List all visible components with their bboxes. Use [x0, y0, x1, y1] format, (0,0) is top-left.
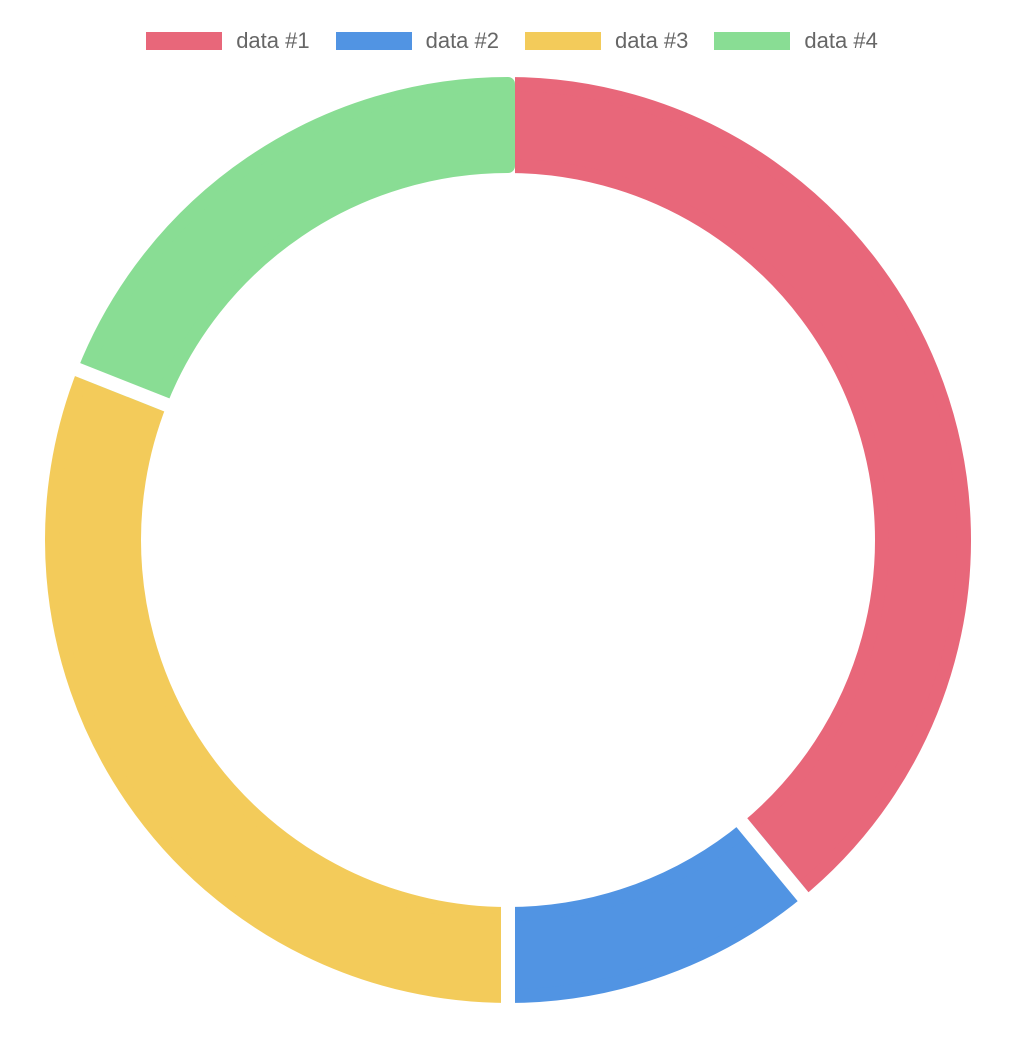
- doughnut-slice-1[interactable]: [501, 77, 971, 899]
- legend-swatch: [714, 32, 791, 50]
- legend-swatch: [335, 32, 412, 50]
- legend-item-4[interactable]: data #4: [714, 27, 878, 55]
- legend-item-3[interactable]: data #3: [525, 27, 688, 55]
- legend-swatch: [525, 32, 601, 50]
- legend-item-2[interactable]: data #2: [335, 27, 499, 55]
- doughnut-slice-4[interactable]: [77, 77, 515, 410]
- legend-swatch: [146, 32, 223, 50]
- doughnut-slice-2[interactable]: [501, 821, 806, 1003]
- doughnut-slice-3[interactable]: [45, 365, 515, 1003]
- legend-label: data #3: [615, 28, 689, 53]
- legend-item-1[interactable]: data #1: [146, 27, 310, 55]
- slice-separator: [62, 358, 182, 417]
- legend-label: data #2: [425, 28, 499, 53]
- legend-label: data #4: [804, 28, 878, 53]
- slice-separator: [728, 808, 817, 912]
- chart-legend: data #1 data #2 data #3 data #4: [0, 26, 1024, 56]
- legend-label: data #1: [236, 28, 310, 53]
